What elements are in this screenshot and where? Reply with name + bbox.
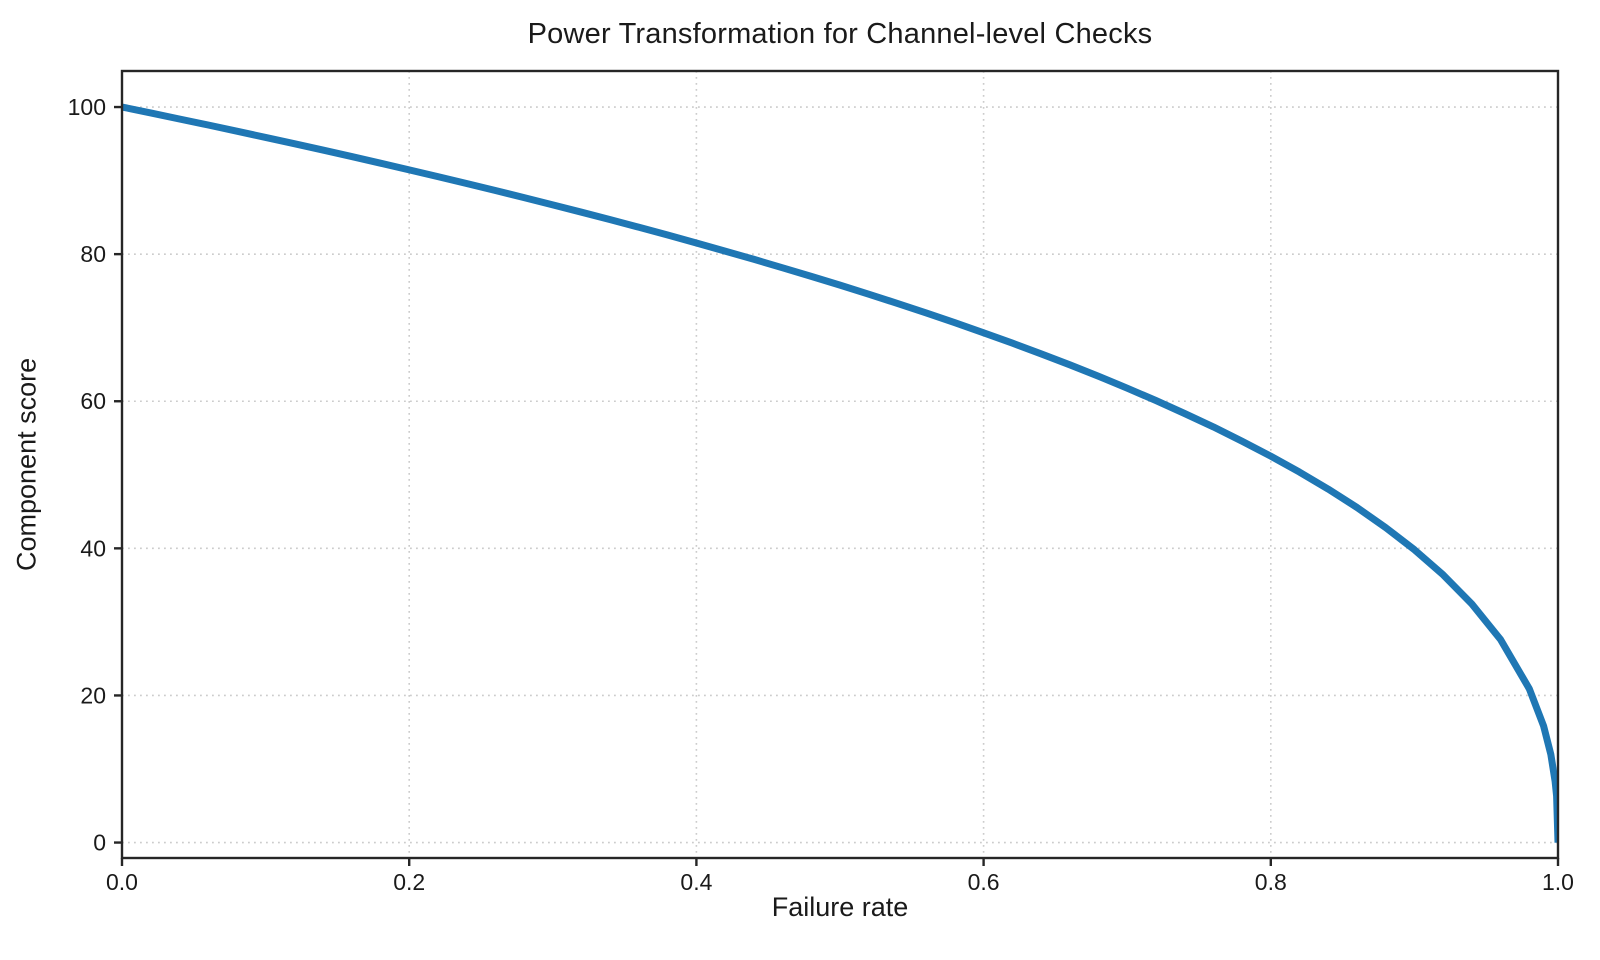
data-line-component-score <box>122 103 1558 843</box>
y-axis-label: Component score <box>11 357 42 572</box>
y-tick-label: 60 <box>80 388 106 414</box>
x-tick-label: 0.0 <box>106 869 138 895</box>
x-tick-label: 0.2 <box>393 869 425 895</box>
x-axis-label: Failure rate <box>771 892 909 922</box>
x-tick-label: 0.6 <box>968 869 1000 895</box>
x-tick-label: 0.4 <box>680 869 712 895</box>
y-tick-label: 40 <box>80 535 106 561</box>
y-tick-label: 100 <box>68 94 106 120</box>
y-tick-label: 20 <box>80 682 106 708</box>
y-tick-label: 80 <box>80 241 106 267</box>
x-tick-label: 0.8 <box>1255 869 1287 895</box>
y-tick-label: 0 <box>93 830 106 856</box>
plot-border <box>120 69 1560 860</box>
x-tick-label: 1.0 <box>1542 869 1574 895</box>
chart-title: Power Transformation for Channel-level C… <box>527 18 1153 50</box>
